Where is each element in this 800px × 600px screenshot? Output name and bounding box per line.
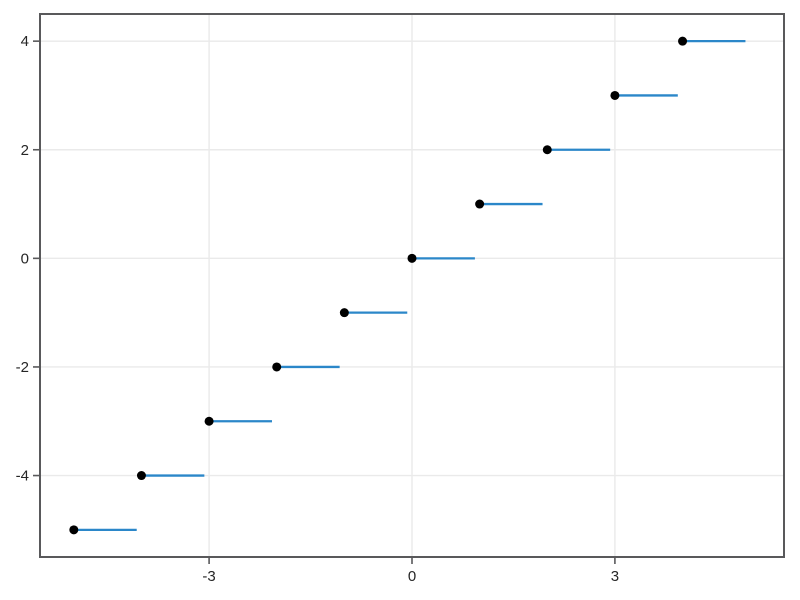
y-axis-tick-label: -4 [16, 468, 29, 485]
data-point-marker [475, 199, 485, 209]
data-point-marker [610, 90, 620, 100]
data-point-marker [407, 253, 417, 263]
x-axis-tick-label: 0 [408, 568, 416, 585]
y-axis-tick-label: 2 [21, 142, 29, 159]
data-point-marker [339, 308, 349, 318]
data-point-marker [136, 471, 146, 481]
y-axis-tick-label: 0 [21, 250, 29, 267]
x-axis-tick-label: -3 [202, 568, 215, 585]
data-point-marker [678, 36, 688, 46]
data-point-marker [272, 362, 282, 372]
data-point-marker [69, 525, 79, 535]
y-axis-tick-label: 4 [21, 33, 29, 50]
y-axis-tick-label: -2 [16, 359, 29, 376]
data-point-marker [542, 145, 552, 155]
data-point-marker [204, 416, 214, 426]
x-axis-tick-label: 3 [611, 568, 619, 585]
